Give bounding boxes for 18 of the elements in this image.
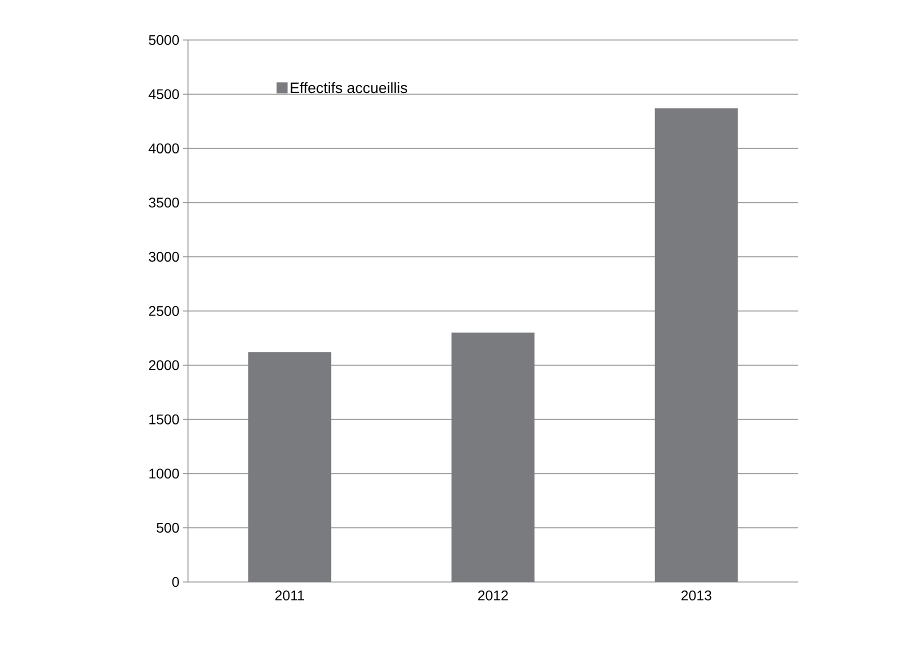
- y-tick-label: 4500: [148, 89, 179, 100]
- y-tick-label: 5000: [148, 35, 179, 45]
- y-tick-label: 2000: [149, 360, 179, 370]
- y-tick-label: 4000: [148, 143, 179, 154]
- x-tick-label: 2013: [681, 590, 712, 600]
- bar: [248, 352, 332, 582]
- y-tick-label: 3500: [148, 198, 179, 208]
- legend-label: Effectifs accueillis: [290, 82, 408, 94]
- bar: [654, 108, 738, 582]
- x-tick-label: 2011: [275, 590, 304, 600]
- y-tick-label: 1500: [149, 414, 179, 424]
- y-tick-label: 1000: [149, 468, 179, 479]
- y-tick-label: 0: [172, 577, 179, 587]
- y-tick-label: 500: [156, 522, 179, 533]
- y-tick-label: 2500: [149, 306, 179, 316]
- y-tick-label: 3000: [148, 252, 179, 262]
- bar: [452, 332, 535, 582]
- x-tick-label: 2012: [478, 590, 508, 600]
